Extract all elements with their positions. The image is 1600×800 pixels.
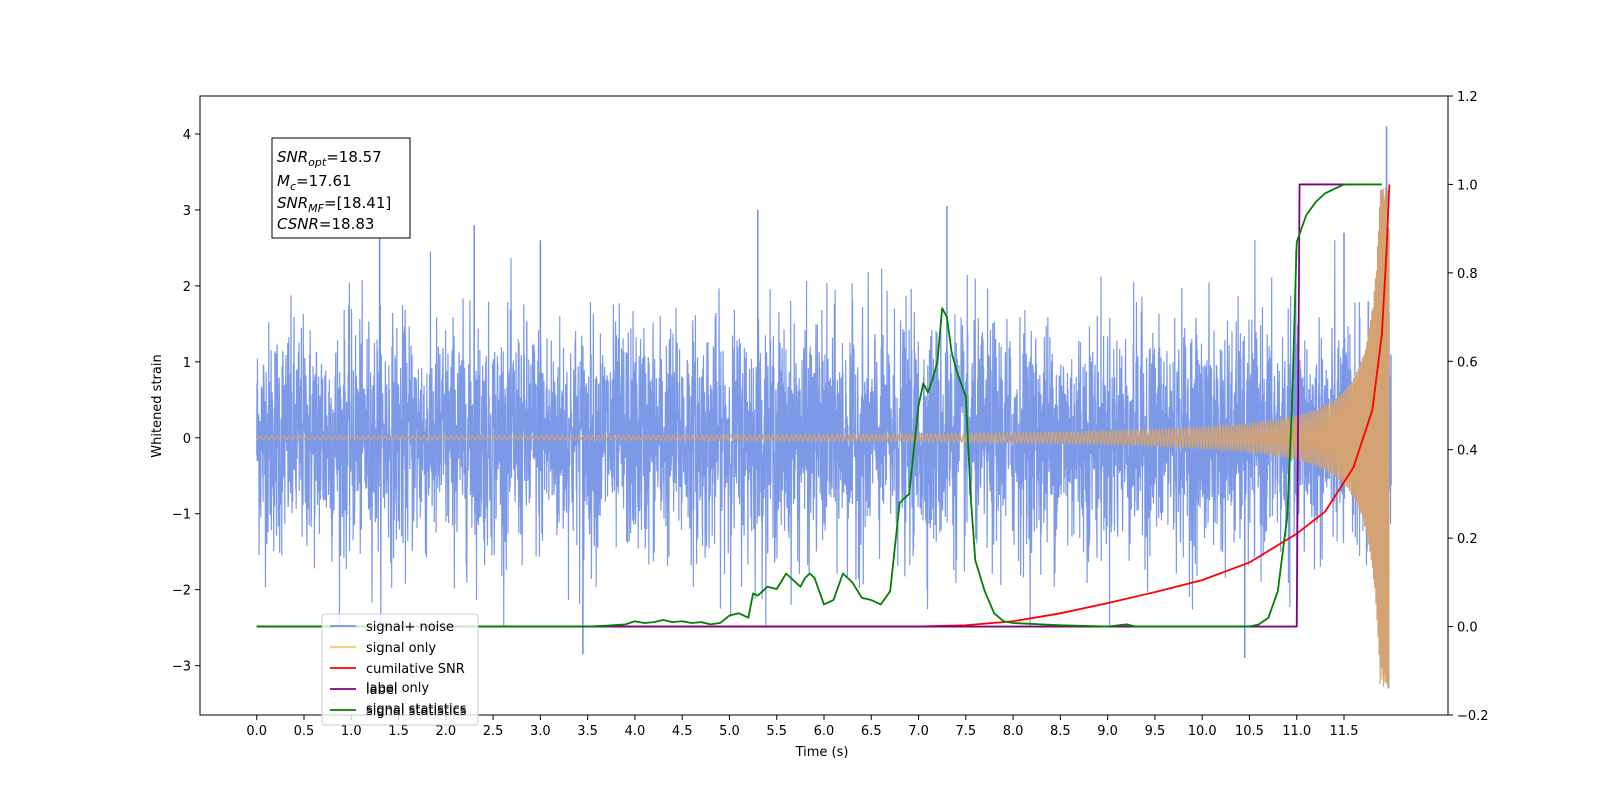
y2-tick-label: 0.6	[1457, 355, 1478, 370]
x-tick-label: 3.0	[530, 724, 551, 739]
x-tick-label: 1.5	[388, 724, 409, 739]
y-tick-label: 0	[183, 432, 191, 447]
info-csnr: CSNR=18.83	[277, 215, 374, 233]
x-tick-label: 10.5	[1235, 724, 1264, 739]
info-box-frame	[271, 137, 411, 239]
series-label	[256, 183, 1354, 628]
y-tick-label: −2	[172, 584, 191, 599]
x-tick-label: 3.5	[577, 724, 598, 739]
y2-tick-label: 1.0	[1457, 178, 1478, 193]
info-snr-mf: SNRMF=[18.41]	[277, 194, 391, 215]
y-tick-label: −3	[172, 660, 191, 675]
x-tick-label: 8.0	[1003, 724, 1024, 739]
y2-tick-label: 0.0	[1457, 621, 1478, 636]
x-tick-label: 5.0	[719, 724, 740, 739]
x-tick-label: 7.0	[908, 724, 929, 739]
series-signal-noise	[256, 240, 1392, 628]
legend-label: signal only	[366, 641, 436, 656]
x-tick-label: 6.5	[861, 724, 882, 739]
x-tick-label: 10.0	[1188, 724, 1217, 739]
y-tick-label: 1	[183, 356, 191, 371]
x-axis: 0.0 0.5 1.0 1.5 2.0 2.5 3.0 3.5 4.0 4.5 5.0 5.5 6.0 6…	[246, 715, 1358, 739]
y-axis-left: −3 −2 −1 0 1 2 3 4	[172, 128, 200, 675]
info-mc: Mc=17.61	[277, 172, 352, 193]
legend-label: signal+ noise	[366, 620, 454, 635]
x-tick-label: 11.5	[1330, 724, 1359, 739]
y2-tick-label: 0.4	[1457, 444, 1478, 459]
x-tick-label: 0.5	[294, 724, 315, 739]
x-tick-label: 4.0	[625, 724, 646, 739]
legend-label: cumilative SNR	[366, 662, 465, 677]
x-tick-label: 2.5	[483, 724, 504, 739]
legend: label only signal statistics signal+ noi…	[321, 613, 479, 726]
y-tick-label: −1	[172, 508, 191, 523]
x-axis-title: Time (s)	[795, 745, 849, 760]
y2-tick-label: 1.2	[1457, 90, 1478, 105]
x-tick-label: 6.0	[814, 724, 835, 739]
info-snr-opt: SNRopt=18.57	[277, 148, 382, 169]
x-tick-label: 9.5	[1145, 724, 1166, 739]
x-tick-label: 0.0	[246, 724, 267, 739]
y-tick-label: 4	[183, 128, 191, 143]
x-tick-label: 8.5	[1050, 724, 1071, 739]
series-signal-only	[256, 187, 1390, 689]
x-tick-label: 1.0	[341, 724, 362, 739]
y-tick-label: 2	[183, 280, 191, 295]
info-box: SNRopt=18.57 Mc=17.61 SNRMF=[18.41] CSNR…	[271, 137, 411, 239]
series-layer	[256, 126, 1392, 689]
legend-label: signal statistics	[366, 704, 467, 719]
x-tick-label: 5.5	[766, 724, 787, 739]
legend-ghost-text: signal statistics	[366, 702, 467, 717]
x-tick-label: 9.0	[1097, 724, 1118, 739]
legend-frame	[321, 613, 479, 726]
x-tick-label: 2.0	[435, 724, 456, 739]
y2-tick-label: 0.8	[1457, 267, 1478, 282]
y-axis-right: −0.2 0.0 0.2 0.4 0.6 0.8 1.0 1.2	[1448, 90, 1489, 724]
y-tick-label: 3	[183, 204, 191, 219]
x-tick-label: 11.0	[1282, 724, 1311, 739]
y-axis-title: Whitened strain	[150, 354, 165, 457]
legend-ghost-text: label only	[366, 681, 429, 696]
legend-label: label	[366, 683, 397, 698]
x-tick-label: 4.5	[672, 724, 693, 739]
y2-tick-label: −0.2	[1457, 709, 1489, 724]
x-tick-label: 7.5	[955, 724, 976, 739]
y2-tick-label: 0.2	[1457, 532, 1478, 547]
series-cumilative-SNR	[256, 184, 1391, 628]
series-signal-statistics	[256, 183, 1382, 628]
